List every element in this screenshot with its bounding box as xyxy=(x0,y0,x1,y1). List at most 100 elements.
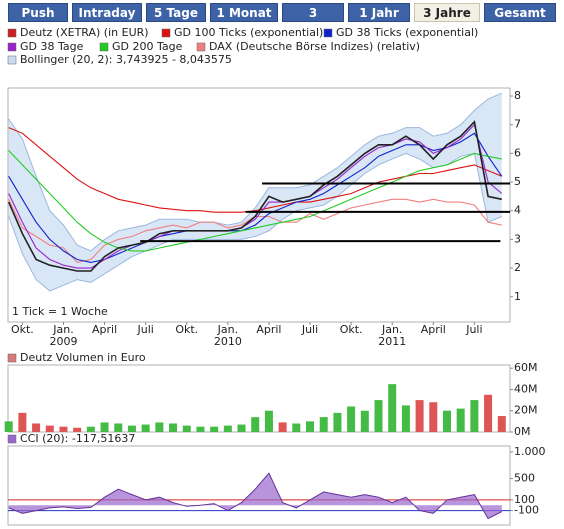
y-tick-label: 3 xyxy=(514,232,521,245)
bollinger-band xyxy=(8,93,502,292)
volume-bar xyxy=(429,402,438,432)
x-tick-label: April xyxy=(256,323,281,336)
volume-bar xyxy=(388,384,397,432)
volume-bar xyxy=(223,425,232,432)
y-tick-label: 6 xyxy=(514,146,521,159)
y-tick-label: 5 xyxy=(514,175,521,188)
volume-bar xyxy=(401,405,410,432)
legend-label: GD 200 Tage xyxy=(112,40,183,53)
x-tick-label: Jan. xyxy=(217,323,238,336)
volume-bar xyxy=(360,410,369,432)
x-tick-label: Juli xyxy=(465,323,482,336)
y-tick-label: 1 xyxy=(514,290,521,303)
y-tick-label: 2 xyxy=(514,261,521,274)
x-tick-label: Juli xyxy=(301,323,318,336)
legend-label: GD 100 Ticks (exponential) xyxy=(174,26,323,39)
volume-bar xyxy=(497,416,506,432)
volume-bar xyxy=(456,408,465,432)
volume-bar xyxy=(319,417,328,432)
volume-bar xyxy=(155,422,164,432)
volume-bar xyxy=(4,421,13,432)
x-tick-label: Okt. xyxy=(11,323,34,336)
volume-bar xyxy=(484,394,493,432)
volume-bar xyxy=(292,423,301,432)
cci-area xyxy=(8,473,502,519)
volume-bar xyxy=(45,425,54,432)
y-tick-label: -100 xyxy=(514,504,539,517)
volume-bar xyxy=(264,410,273,432)
legend-swatch xyxy=(161,28,171,38)
volume-bar xyxy=(237,424,246,432)
x-tick-label: April xyxy=(92,323,117,336)
volume-bar xyxy=(141,424,150,432)
cci-line xyxy=(8,472,503,520)
volume-bar xyxy=(442,410,451,432)
y-tick-label: 500 xyxy=(514,472,535,485)
y-tick-label: 4 xyxy=(514,204,521,217)
x-tick-label: Okt. xyxy=(175,323,198,336)
series-line xyxy=(8,127,503,213)
volume-bar xyxy=(182,425,191,432)
legend-label: GD 38 Ticks (exponential) xyxy=(336,26,478,39)
x-tick-label: Jan. xyxy=(381,323,402,336)
tab[interactable]: 5 Tage xyxy=(146,3,206,22)
volume-bar xyxy=(73,427,82,432)
x-tick-label: Juli xyxy=(136,323,153,336)
series-line xyxy=(8,123,503,269)
tab[interactable]: Intraday xyxy=(72,3,142,22)
bollinger-line xyxy=(8,152,502,292)
series-line xyxy=(7,120,502,272)
tab[interactable]: 1 Monat xyxy=(210,3,278,22)
y-tick-label: 60M xyxy=(514,361,538,374)
volume-bar xyxy=(169,423,178,432)
bollinger-line xyxy=(8,92,502,252)
series-line xyxy=(8,150,502,252)
tab[interactable]: 3 Jahre xyxy=(414,3,480,22)
volume-bar xyxy=(374,400,383,432)
y-tick-label: 7 xyxy=(514,118,521,131)
volume-bar xyxy=(251,417,260,432)
volume-bar xyxy=(196,426,205,432)
y-tick-label: 1.000 xyxy=(514,445,546,458)
chart-title: Deutz Volumen in Euro xyxy=(20,351,146,364)
legend-swatch xyxy=(7,42,17,52)
legend-swatch xyxy=(7,55,17,65)
legend-swatch xyxy=(323,28,333,38)
legend-swatch xyxy=(99,42,109,52)
tab-bar: Push Intraday 5 Tage 1 Monat 3 Monate 1 Jahr 3… xyxy=(0,3,564,39)
x-tick-label: April xyxy=(421,323,446,336)
annotation: 1 Tick = 1 Woche xyxy=(12,305,108,318)
tab[interactable]: Gesamt xyxy=(484,3,556,22)
legend-swatch xyxy=(7,28,17,38)
y-tick-label: 40M xyxy=(514,382,538,395)
legend-label: Bollinger (20, 2): 3,743925 - 8,043575 xyxy=(20,53,232,66)
y-tick-label: 8 xyxy=(514,89,521,102)
title-swatch xyxy=(7,353,17,363)
volume-bar xyxy=(278,422,287,432)
x-tick-label: Jan. xyxy=(52,323,73,336)
legend-label: GD 38 Tage xyxy=(20,40,84,53)
volume-bar xyxy=(32,423,41,432)
x-year-label: 2009 xyxy=(49,335,77,348)
x-year-label: 2010 xyxy=(214,335,242,348)
volume-bar xyxy=(347,406,356,432)
title-swatch xyxy=(7,434,17,444)
volume-bar xyxy=(306,421,315,432)
volume-bar xyxy=(86,426,95,432)
chart-title: CCI (20): -117,51637 xyxy=(20,432,135,445)
volume-bar xyxy=(59,426,68,432)
volume-bar xyxy=(18,412,27,432)
legend-label: DAX (Deutsche Börse Indizes) (relativ) xyxy=(209,40,420,53)
tab[interactable]: Push xyxy=(8,3,68,22)
volume-bar xyxy=(210,426,219,432)
y-tick-label: 100 xyxy=(514,493,535,506)
volume-bar xyxy=(470,400,479,432)
volume-bar xyxy=(114,423,123,432)
tab[interactable]: 1 Jahr xyxy=(348,3,410,22)
y-tick-label: 0M xyxy=(514,425,531,438)
volume-bar xyxy=(100,422,109,432)
legend-swatch xyxy=(196,42,206,52)
volume-bar xyxy=(415,400,424,432)
